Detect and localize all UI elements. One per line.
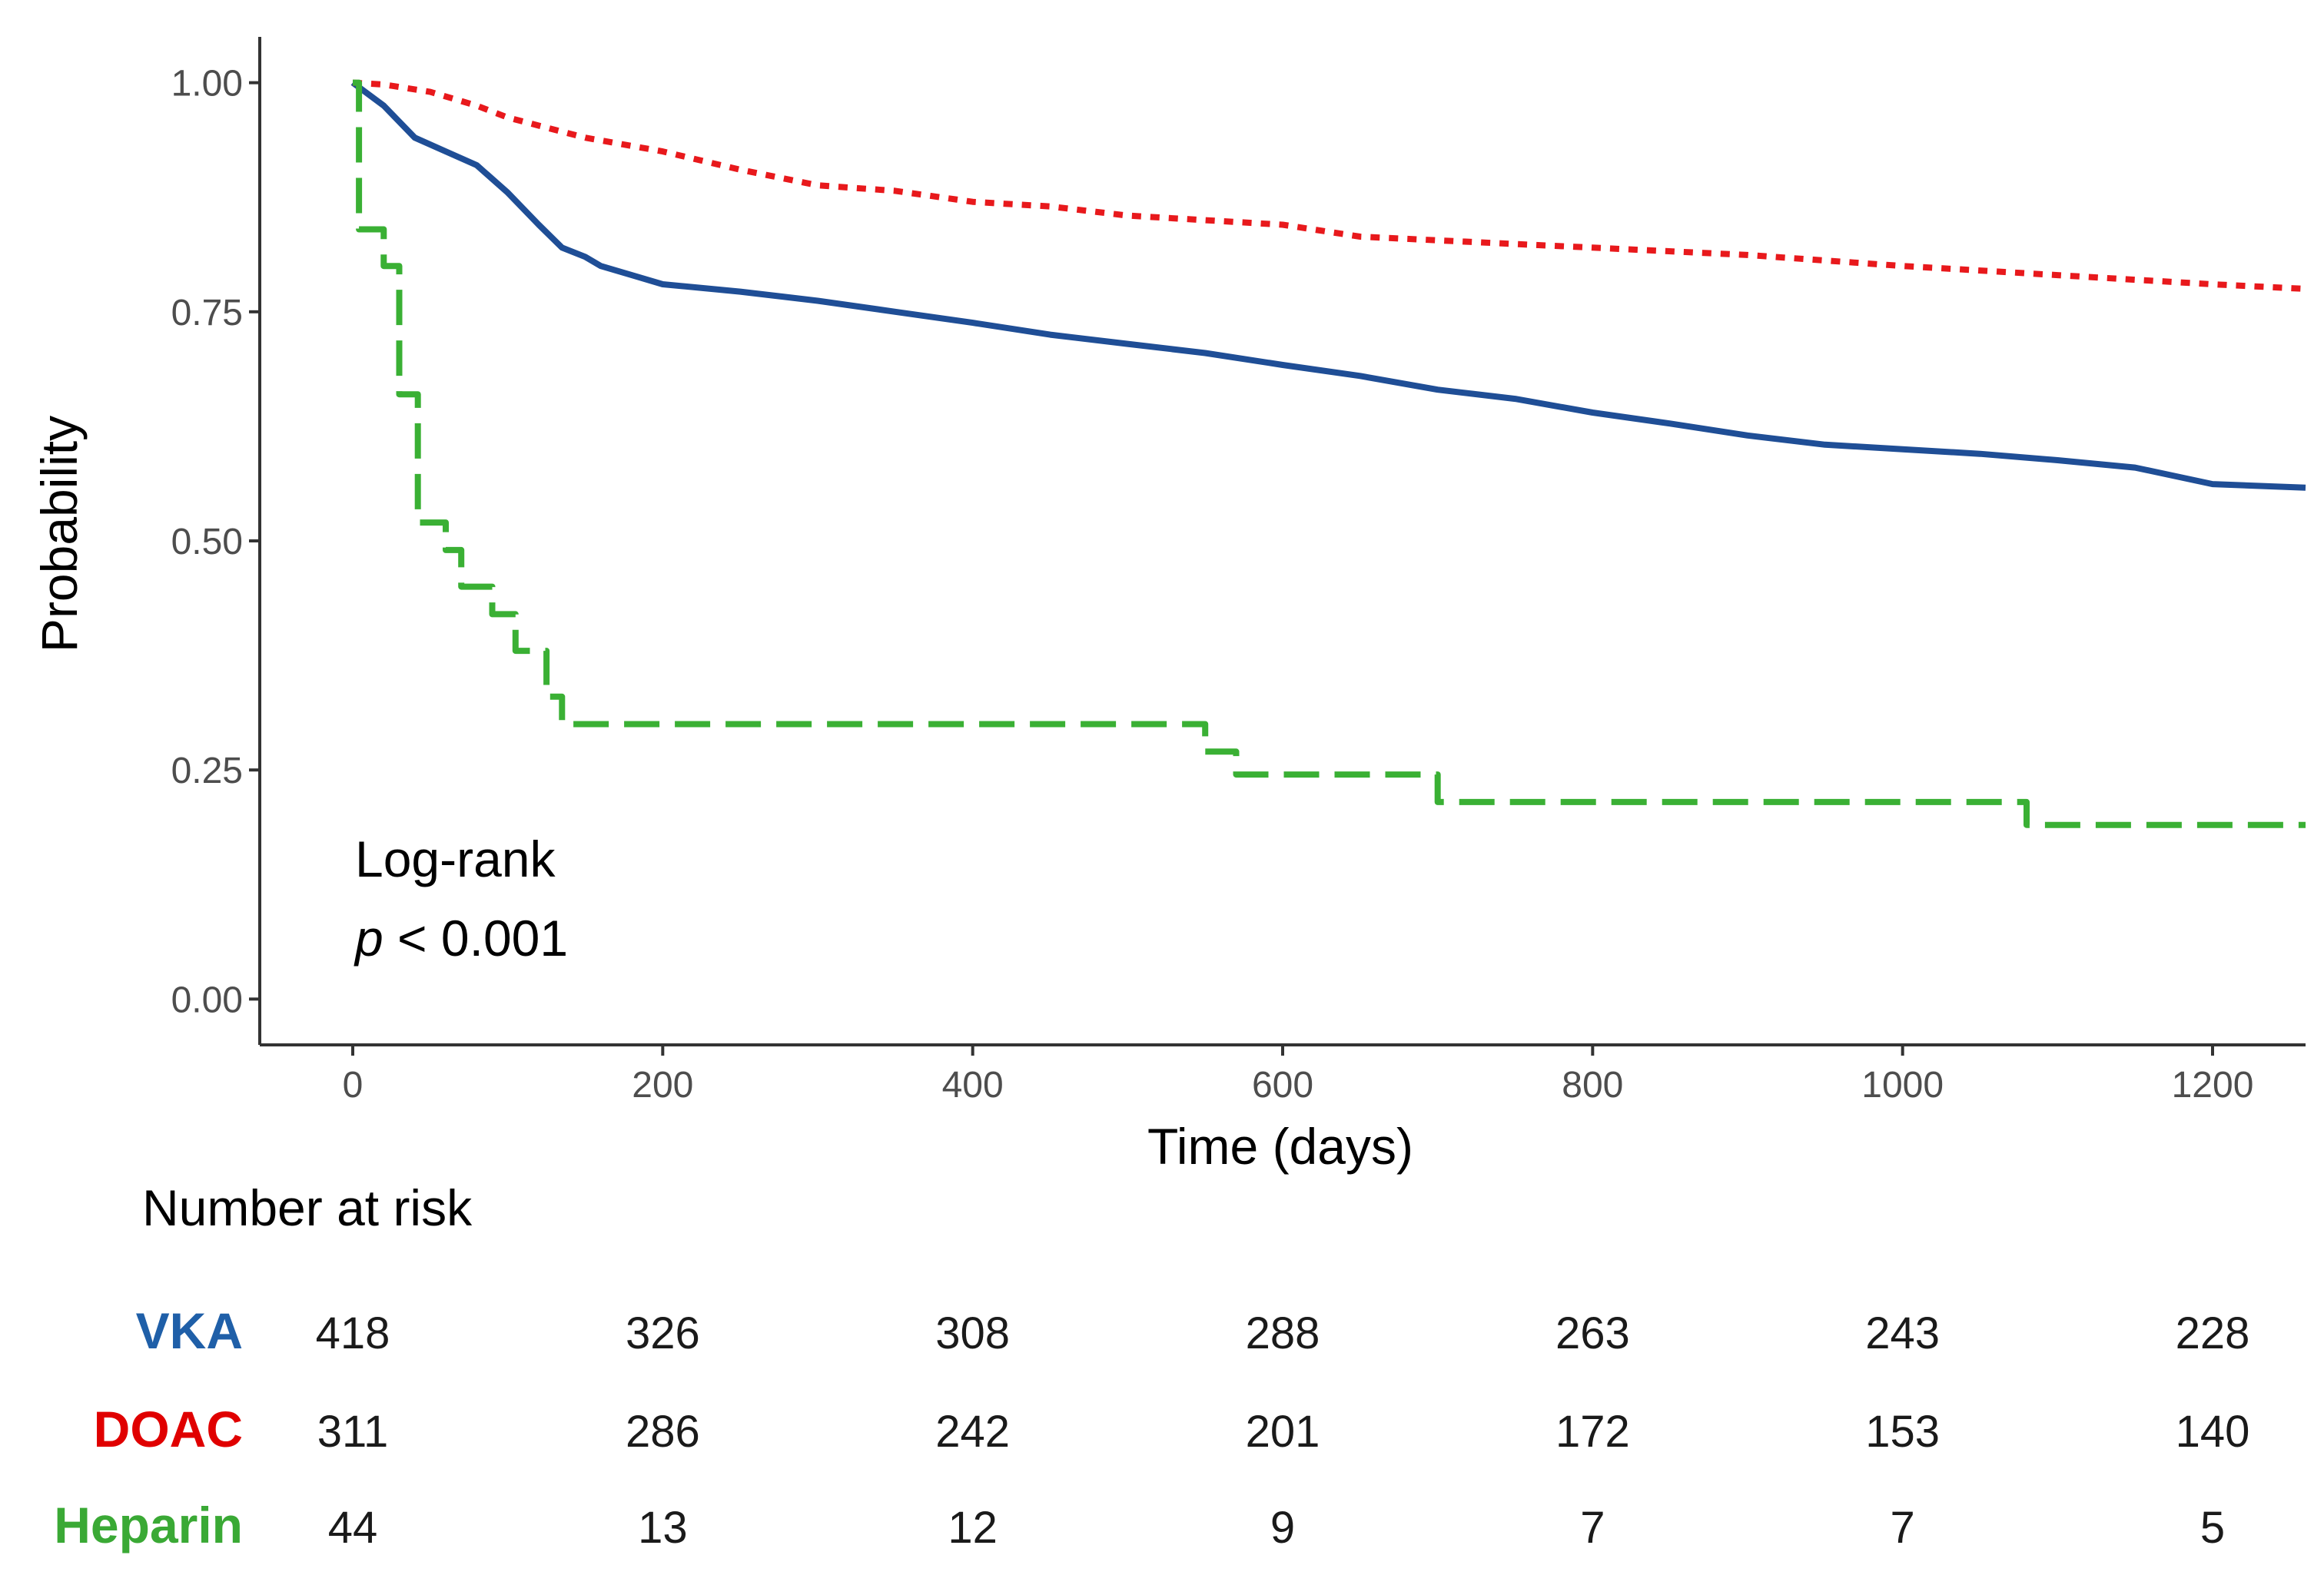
risk-count: 286 <box>626 1407 700 1457</box>
risk-count: 201 <box>1246 1407 1320 1457</box>
log-rank-label: Log-rank <box>355 831 556 887</box>
risk-count: 7 <box>1580 1503 1605 1553</box>
p-symbol: p <box>354 910 383 967</box>
x-tick-label: 1000 <box>1861 1065 1944 1106</box>
x-tick-label: 800 <box>1562 1065 1623 1106</box>
y-tick-label: 0.50 <box>171 522 243 562</box>
risk-count: 242 <box>935 1407 1010 1457</box>
risk-count: 288 <box>1246 1308 1320 1358</box>
p-value-label: p < 0.001 <box>354 910 568 967</box>
survival-curves <box>350 79 2306 828</box>
x-axis-ticks: 0 200 400 600 800 1000 1200 <box>343 1045 2254 1106</box>
x-axis-title: Time (days) <box>1147 1118 1413 1175</box>
risk-count: 44 <box>328 1503 378 1553</box>
risk-count: 153 <box>1865 1407 1940 1457</box>
risk-count: 311 <box>317 1407 388 1457</box>
curve-heparin <box>353 79 2306 828</box>
risk-row-heparin: Heparin 44 13 12 9 7 7 5 <box>54 1497 2225 1553</box>
plot-area: 0.00 0.25 0.50 0.75 1.00 0 200 400 600 800 1000 12… <box>171 37 2306 1106</box>
risk-count: 12 <box>948 1503 998 1553</box>
number-at-risk-table: Number at risk VKA 418 326 308 288 263 243 228 D… <box>54 1179 2249 1553</box>
risk-count: 5 <box>2200 1503 2225 1553</box>
y-axis-title: Probability <box>31 416 88 652</box>
risk-count: 228 <box>2176 1308 2250 1358</box>
risk-table-title: Number at risk <box>142 1179 473 1236</box>
log-rank-annotation: Log-rank p < 0.001 <box>354 831 568 967</box>
x-tick-label: 400 <box>942 1065 1004 1106</box>
risk-count: 418 <box>316 1308 390 1358</box>
x-tick-label: 0 <box>343 1065 364 1106</box>
risk-count: 140 <box>2176 1407 2250 1457</box>
risk-row-doac: DOAC 311 286 242 201 172 153 140 <box>94 1401 2250 1457</box>
risk-count: 172 <box>1555 1407 1630 1457</box>
risk-count: 308 <box>935 1308 1010 1358</box>
x-tick-label: 600 <box>1252 1065 1313 1106</box>
risk-count: 7 <box>1891 1503 1915 1553</box>
risk-count: 326 <box>626 1308 700 1358</box>
y-axis-ticks: 0.00 0.25 0.50 0.75 1.00 <box>171 64 260 1020</box>
risk-group-label: Heparin <box>54 1497 243 1553</box>
risk-row-vka: VKA 418 326 308 288 263 243 228 <box>136 1302 2250 1359</box>
risk-count: 243 <box>1865 1308 1940 1358</box>
risk-count: 263 <box>1555 1308 1630 1358</box>
risk-count: 9 <box>1270 1503 1295 1553</box>
risk-group-label: VKA <box>136 1302 243 1359</box>
y-tick-label: 0.00 <box>171 980 243 1020</box>
p-value-text: < 0.001 <box>383 910 568 967</box>
y-tick-label: 1.00 <box>171 64 243 104</box>
curve-vka <box>350 80 2306 491</box>
y-tick-label: 0.25 <box>171 751 243 791</box>
curve-doac <box>352 79 2306 292</box>
risk-group-label: DOAC <box>94 1401 243 1457</box>
x-tick-label: 200 <box>632 1065 693 1106</box>
risk-count: 13 <box>638 1503 688 1553</box>
x-tick-label: 1200 <box>2172 1065 2254 1106</box>
y-tick-label: 0.75 <box>171 293 243 333</box>
risk-table-rows: VKA 418 326 308 288 263 243 228 DOAC 311 286 242 201… <box>54 1302 2249 1553</box>
